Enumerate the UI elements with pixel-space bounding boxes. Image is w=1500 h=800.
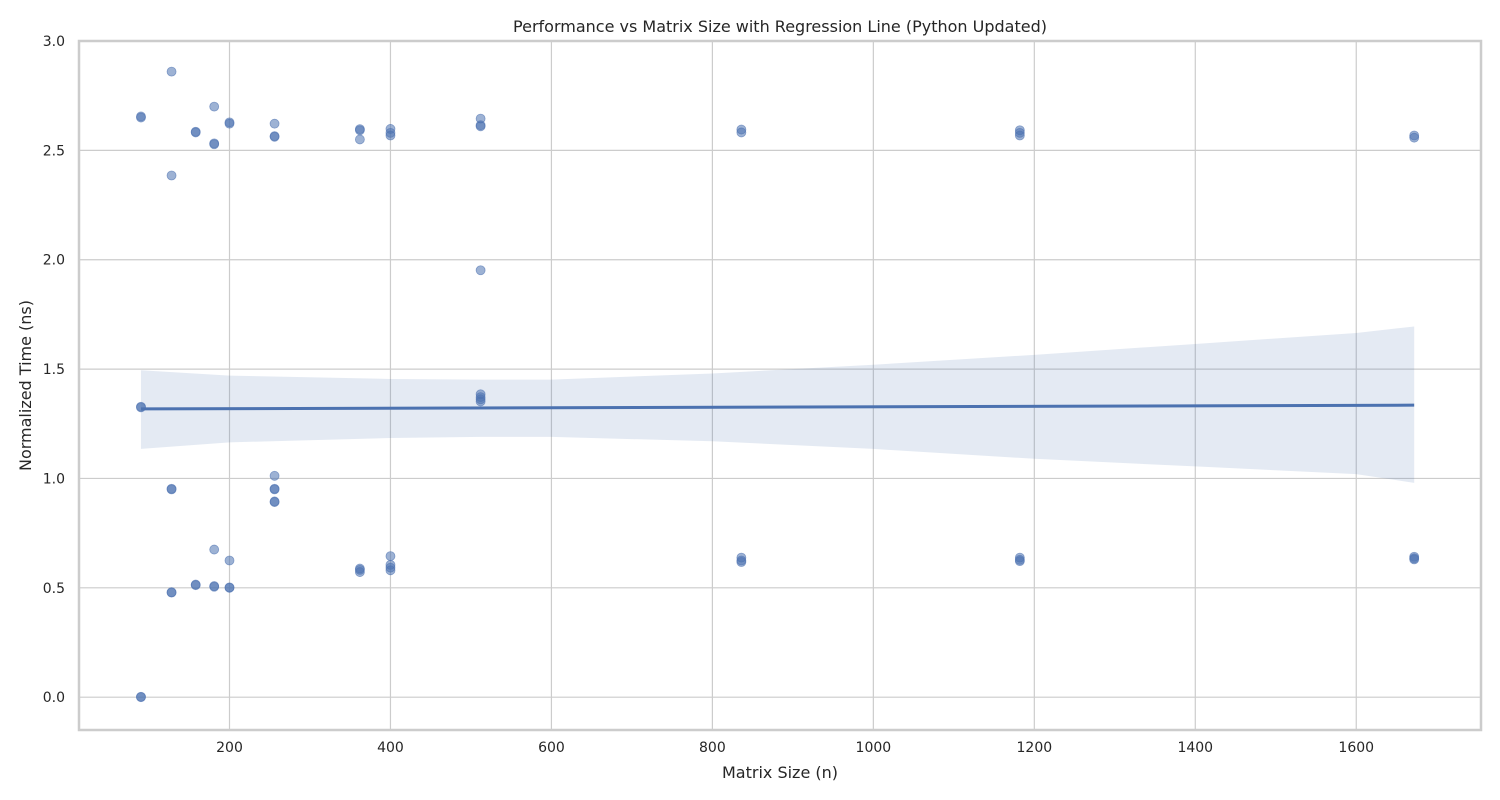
data-point (475, 121, 486, 132)
y-tick-label: 0.5 (43, 581, 65, 597)
chart-title: Performance vs Matrix Size with Regressi… (513, 17, 1047, 36)
data-point (166, 484, 177, 495)
confidence-band (140, 326, 1415, 483)
y-tick-label: 1.5 (43, 362, 65, 378)
data-point (269, 497, 280, 507)
x-axis-label: Matrix Size (n) (722, 763, 838, 782)
data-point (209, 101, 220, 112)
data-point (166, 587, 177, 598)
x-tick-label: 1400 (1177, 740, 1213, 756)
data-point (354, 567, 365, 577)
grid-lines (79, 40, 1481, 730)
data-point (209, 581, 220, 592)
data-point (269, 470, 280, 481)
data-point (354, 125, 365, 136)
data-point (209, 139, 220, 150)
data-point (269, 118, 280, 129)
data-point (475, 396, 486, 407)
data-point (354, 134, 365, 145)
y-tick-label: 2.0 (43, 253, 65, 269)
y-tick-label: 1.0 (43, 471, 65, 487)
data-point (736, 557, 747, 567)
x-tick-label: 1600 (1338, 740, 1374, 756)
y-tick-label: 3.0 (43, 34, 65, 50)
x-axis-ticks: 200 400 600 800 1000 1200 1400 1600 (216, 740, 1374, 756)
data-point (736, 127, 747, 138)
data-point (224, 118, 235, 129)
data-point (385, 565, 396, 576)
x-tick-label: 200 (216, 740, 243, 756)
x-tick-label: 600 (538, 740, 565, 756)
data-point (1409, 554, 1420, 565)
data-point (1409, 132, 1420, 143)
x-tick-label: 400 (377, 740, 404, 756)
x-tick-label: 1000 (856, 740, 892, 756)
data-point (136, 112, 146, 123)
data-point (385, 130, 396, 141)
data-point (190, 127, 201, 138)
data-point (1014, 130, 1025, 141)
data-point (475, 265, 486, 276)
data-point (269, 131, 280, 142)
data-point (224, 582, 235, 593)
data-point (136, 402, 146, 413)
data-point (269, 484, 280, 495)
data-point (190, 580, 201, 591)
data-point (1014, 556, 1025, 567)
y-tick-label: 0.0 (43, 690, 65, 706)
data-point (136, 691, 146, 702)
data-point (224, 555, 235, 566)
y-axis-label: Normalized Time (ns) (16, 300, 35, 471)
y-axis-ticks: 0.0 0.5 1.0 1.5 2.0 2.5 3.0 (43, 34, 65, 706)
confidence-band-layer (140, 326, 1415, 483)
data-points (136, 66, 1420, 703)
regression-line-layer (140, 403, 1415, 411)
x-tick-label: 800 (699, 740, 726, 756)
x-tick-label: 1200 (1017, 740, 1053, 756)
plot-area (77, 39, 1483, 732)
y-tick-label: 2.5 (43, 143, 65, 159)
data-point (166, 66, 177, 77)
data-point (209, 544, 220, 555)
data-point (385, 551, 396, 562)
data-point (166, 170, 177, 181)
regression-line (140, 403, 1415, 411)
